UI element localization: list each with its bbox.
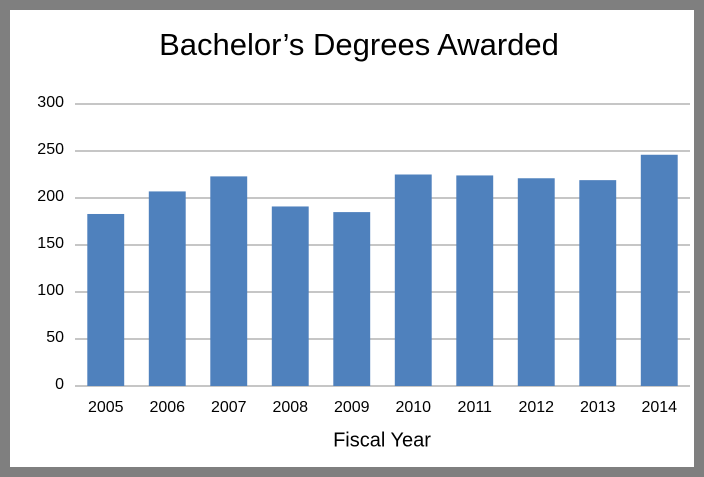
bar xyxy=(579,180,617,386)
y-tick-label: 200 xyxy=(37,188,64,205)
bar xyxy=(333,212,371,386)
x-tick-label: 2005 xyxy=(88,399,124,416)
y-tick-label: 250 xyxy=(37,141,64,158)
x-tick-label: 2007 xyxy=(211,399,247,416)
x-tick-label: 2008 xyxy=(272,399,308,416)
y-tick-label: 300 xyxy=(37,94,64,111)
y-tick-label: 100 xyxy=(37,282,64,299)
x-axis-title: Fiscal Year xyxy=(333,429,431,451)
bar xyxy=(87,213,125,386)
x-tick-label: 2009 xyxy=(334,399,370,416)
bar xyxy=(517,178,555,386)
bar xyxy=(148,191,186,386)
x-tick-label: 2006 xyxy=(149,399,185,416)
y-tick-label: 0 xyxy=(55,376,64,393)
x-tick-label: 2011 xyxy=(458,399,493,416)
x-tick-label: 2013 xyxy=(580,399,616,416)
bar xyxy=(210,176,248,386)
x-tick-label: 2012 xyxy=(518,399,554,416)
y-tick-label: 50 xyxy=(46,329,64,346)
x-tick-label: 2010 xyxy=(395,399,431,416)
y-tick-label: 150 xyxy=(37,235,64,252)
chart-title: Bachelor’s Degrees Awarded xyxy=(159,27,559,62)
bar xyxy=(456,175,494,386)
bar xyxy=(640,154,678,386)
bar xyxy=(394,174,432,386)
x-tick-label: 2014 xyxy=(641,399,677,416)
bar xyxy=(271,206,309,386)
